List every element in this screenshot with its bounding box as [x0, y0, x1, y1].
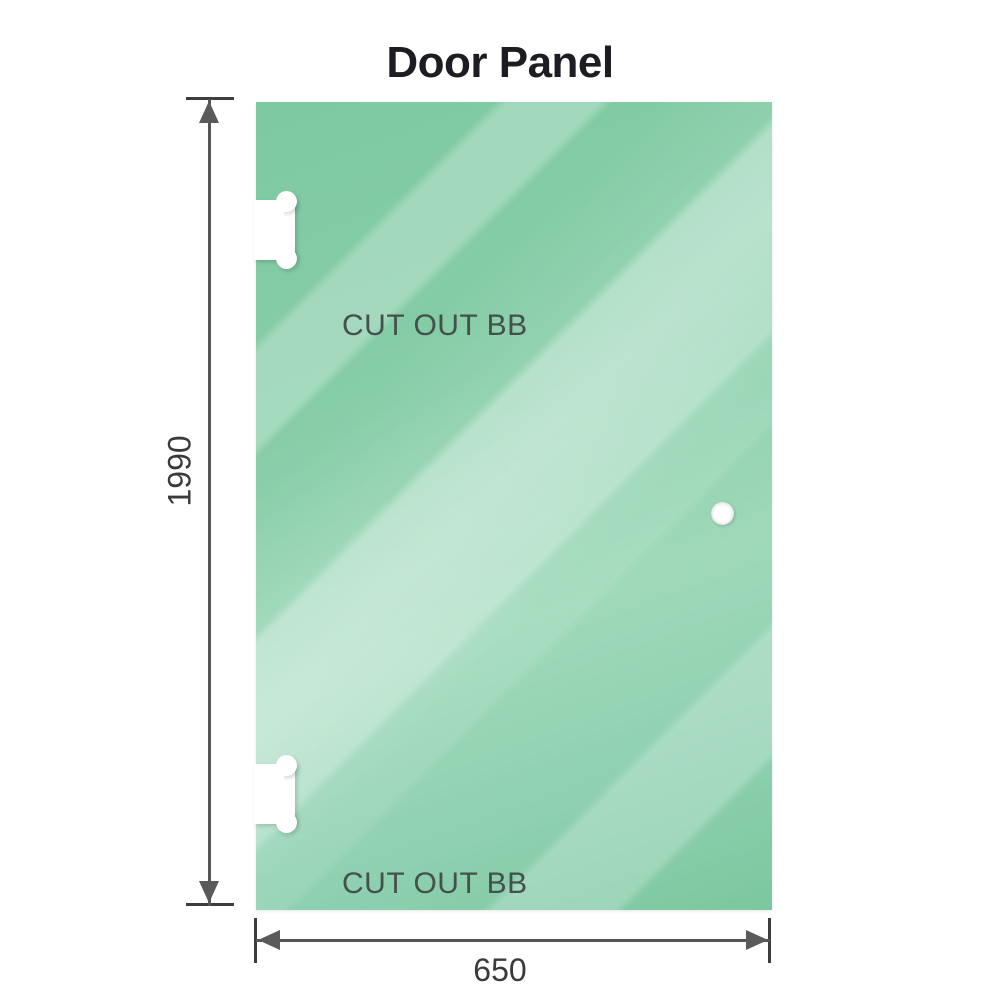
page-title: Door Panel: [386, 38, 614, 87]
cutout-bottom-label: CUT OUT BB: [342, 867, 528, 900]
height-dimension-line: [208, 99, 211, 906]
height-dimension-arrow-up-icon: [199, 101, 219, 123]
cutout-bottom-plug: [254, 764, 284, 824]
glass-fill: [256, 102, 772, 910]
width-dimension-arrow-left-icon: [258, 930, 280, 950]
height-dimension-label: 1990: [161, 435, 198, 507]
height-dimension-arrow-down-icon: [199, 881, 219, 903]
cutout-top-label: CUT OUT BB: [342, 309, 528, 342]
cutout-top-plug: [254, 200, 284, 260]
width-dimension-arrow-right-icon: [746, 930, 768, 950]
cutout-top: [254, 191, 297, 269]
cutout-bottom: [254, 755, 297, 833]
handle-drill-hole: [711, 502, 734, 525]
height-dimension-tick-top: [186, 97, 234, 100]
door-panel: CUT OUT BB CUT OUT BB: [254, 102, 772, 910]
width-dimension-tick-left: [254, 918, 257, 963]
width-dimension-label: 650: [473, 952, 527, 988]
width-dimension-line: [256, 939, 770, 942]
